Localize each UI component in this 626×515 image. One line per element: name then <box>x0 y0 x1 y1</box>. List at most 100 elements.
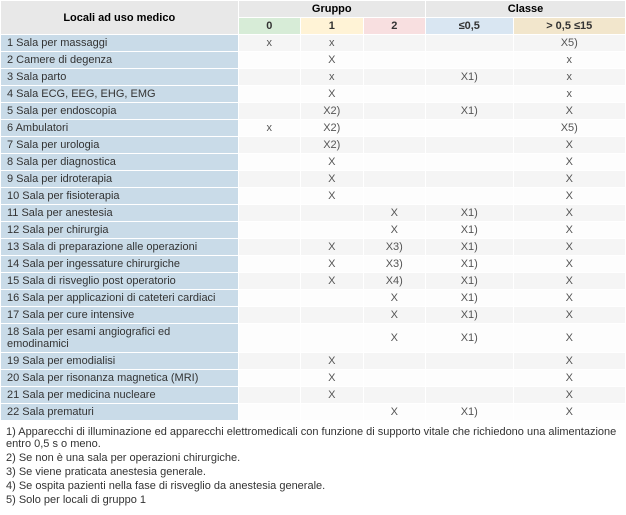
cell-c1: X1) <box>426 324 514 353</box>
cell-g2 <box>363 353 426 370</box>
table-row: 22 Sala prematuri XX1)X <box>1 404 626 421</box>
cell-c2: X5) <box>513 120 626 137</box>
cell-c2: x <box>513 52 626 69</box>
table-row: 5 Sala per endoscopiaX2)X1)X <box>1 103 626 120</box>
cell-c2: X5) <box>513 35 626 52</box>
cell-c1 <box>426 171 514 188</box>
cell-g0 <box>238 290 301 307</box>
table-row: 15 Sala di risveglio post operatorioXX4)… <box>1 273 626 290</box>
table-row: 6 AmbulatorixX2) X5) <box>1 120 626 137</box>
header-class: Classe <box>426 1 626 18</box>
cell-g0 <box>238 404 301 421</box>
cell-g1: X <box>301 387 364 404</box>
cell-c1: X1) <box>426 290 514 307</box>
row-label: 11 Sala per anestesia <box>1 205 239 222</box>
cell-g2: X <box>363 222 426 239</box>
row-label: 10 Sala per fisioterapia <box>1 188 239 205</box>
table-row: 9 Sala per idroterapiaXX <box>1 171 626 188</box>
cell-g1: X <box>301 239 364 256</box>
cell-g1 <box>301 404 364 421</box>
row-label: 6 Ambulatori <box>1 120 239 137</box>
cell-g0 <box>238 86 301 103</box>
cell-g2 <box>363 52 426 69</box>
cell-c1: X1) <box>426 307 514 324</box>
table-row: 17 Sala per cure intensiveXX1)X <box>1 307 626 324</box>
cell-c1: X1) <box>426 404 514 421</box>
table-row: 20 Sala per risonanza magnetica (MRI)XX <box>1 370 626 387</box>
cell-g0 <box>238 324 301 353</box>
cell-g2: X3) <box>363 239 426 256</box>
cell-c2: X <box>513 222 626 239</box>
row-label: 22 Sala prematuri <box>1 404 239 421</box>
cell-c1: X1) <box>426 222 514 239</box>
cell-c2: X <box>513 324 626 353</box>
cell-c2: X <box>513 404 626 421</box>
header-g2: 2 <box>363 18 426 35</box>
row-label: 3 Sala parto <box>1 69 239 86</box>
cell-g0: x <box>238 120 301 137</box>
cell-g0 <box>238 239 301 256</box>
cell-g2: X3) <box>363 256 426 273</box>
row-label: 18 Sala per esami angiografici ed emodin… <box>1 324 239 353</box>
cell-g0 <box>238 353 301 370</box>
cell-c2: X <box>513 387 626 404</box>
footnote: 2) Se non è una sala per operazioni chir… <box>6 451 620 465</box>
cell-c1 <box>426 154 514 171</box>
cell-g1: X <box>301 188 364 205</box>
table-row: 2 Camere di degenzaXx <box>1 52 626 69</box>
row-label: 20 Sala per risonanza magnetica (MRI) <box>1 370 239 387</box>
row-label: 13 Sala di preparazione alle operazioni <box>1 239 239 256</box>
cell-c1 <box>426 188 514 205</box>
row-label: 5 Sala per endoscopia <box>1 103 239 120</box>
header-g1: 1 <box>301 18 364 35</box>
table-row: 21 Sala per medicina nucleareXX <box>1 387 626 404</box>
cell-g1 <box>301 324 364 353</box>
cell-c1: X1) <box>426 69 514 86</box>
cell-g2: X <box>363 404 426 421</box>
cell-c2: X <box>513 290 626 307</box>
cell-c1 <box>426 120 514 137</box>
cell-c2: X <box>513 273 626 290</box>
cell-c1 <box>426 353 514 370</box>
cell-c2: X <box>513 154 626 171</box>
cell-g1: X2) <box>301 137 364 154</box>
row-label: 19 Sala per emodialisi <box>1 353 239 370</box>
header-c2: > 0,5 ≤15 <box>513 18 626 35</box>
cell-c1 <box>426 387 514 404</box>
footnote: 4) Se ospita pazienti nella fase di risv… <box>6 479 620 493</box>
row-label: 14 Sala per ingessature chirurgiche <box>1 256 239 273</box>
cell-g1: X <box>301 171 364 188</box>
cell-g1: X2) <box>301 120 364 137</box>
cell-g0 <box>238 52 301 69</box>
table-row: 18 Sala per esami angiografici ed emodin… <box>1 324 626 353</box>
table-row: 8 Sala per diagnosticaXX <box>1 154 626 171</box>
cell-c1 <box>426 137 514 154</box>
cell-g0 <box>238 222 301 239</box>
cell-g0 <box>238 154 301 171</box>
header-group: Gruppo <box>238 1 426 18</box>
cell-c2: X <box>513 370 626 387</box>
table-row: 11 Sala per anestesiaXX1)X <box>1 205 626 222</box>
cell-c1 <box>426 35 514 52</box>
cell-c2: X <box>513 103 626 120</box>
table-row: 12 Sala per chirurgiaXX1)X <box>1 222 626 239</box>
cell-g2 <box>363 171 426 188</box>
cell-c1: X1) <box>426 103 514 120</box>
cell-c2: X <box>513 353 626 370</box>
cell-g0 <box>238 256 301 273</box>
header-g0: 0 <box>238 18 301 35</box>
row-label: 2 Camere di degenza <box>1 52 239 69</box>
cell-c2: X <box>513 205 626 222</box>
cell-g1 <box>301 222 364 239</box>
cell-g1: X <box>301 353 364 370</box>
cell-g0 <box>238 370 301 387</box>
cell-g2: X4) <box>363 273 426 290</box>
cell-g2 <box>363 103 426 120</box>
cell-c2: x <box>513 86 626 103</box>
cell-g0 <box>238 307 301 324</box>
cell-g0 <box>238 171 301 188</box>
cell-g2: X <box>363 290 426 307</box>
cell-g1 <box>301 307 364 324</box>
cell-c2: X <box>513 307 626 324</box>
cell-g2 <box>363 387 426 404</box>
